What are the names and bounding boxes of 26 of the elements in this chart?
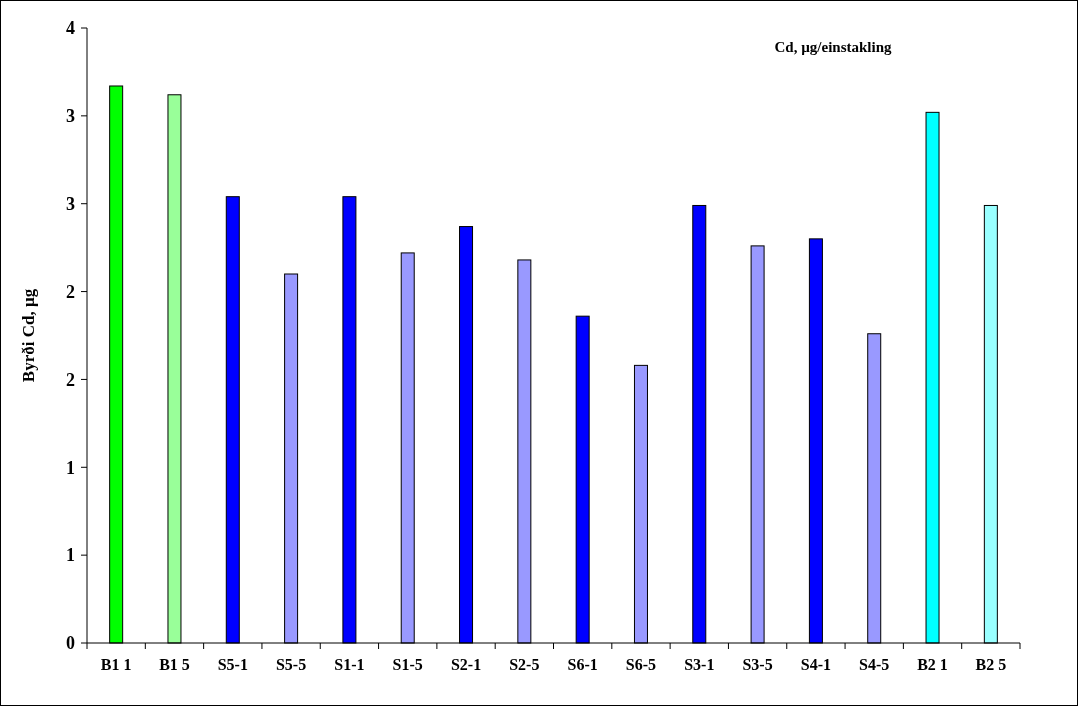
x-tick-label: B2 5	[975, 656, 1007, 673]
x-tick-label: S5-1	[217, 656, 248, 673]
x-tick-label: S6-5	[625, 656, 657, 673]
y-axis-title: Byrði Cd, µg	[19, 288, 38, 383]
x-tick-label: S6-1	[567, 656, 598, 673]
text: Cd, µg/einstakling	[774, 39, 892, 55]
y-tick-label: 3	[66, 194, 75, 215]
y-tick-label: 1	[66, 457, 75, 478]
x-tick-label: B1 1	[100, 656, 132, 673]
x-tick-label: S2-5	[509, 656, 540, 673]
x-tick-label: S5-5	[275, 656, 307, 673]
x-tick-label: B2 1	[917, 656, 948, 673]
x-tick-label: S1-1	[334, 656, 365, 673]
y-tick-label: 3	[66, 106, 75, 127]
y-tick-label: 2	[66, 281, 75, 302]
x-tick-label: S4-1	[800, 656, 832, 673]
x-tick-label: S3-5	[742, 656, 773, 673]
x-tick-label: S1-5	[392, 656, 423, 673]
y-tick-label: 0	[66, 633, 75, 654]
x-tick-label: S4-5	[859, 656, 890, 673]
x-tick-label: S3-1	[684, 656, 715, 673]
y-tick-label: 1	[66, 545, 75, 566]
x-tick-label: B1 5	[159, 656, 190, 673]
x-tick-label: S2-1	[450, 656, 482, 673]
y-tick-label: 4	[66, 18, 75, 39]
y-tick-label: 2	[66, 369, 75, 390]
